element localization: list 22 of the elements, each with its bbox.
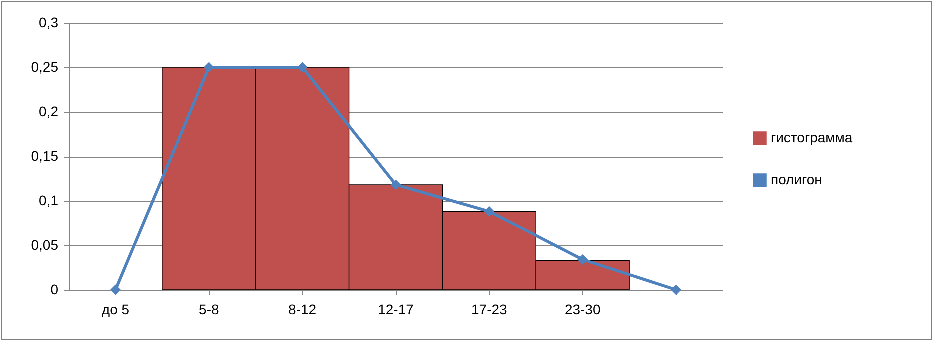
y-tick-label: 0,1 — [39, 192, 59, 208]
x-tick-label: 8-12 — [288, 302, 317, 318]
point — [204, 62, 214, 73]
point — [484, 206, 495, 217]
x-tick-label: 12-17 — [378, 302, 414, 318]
point — [578, 254, 588, 265]
y-tick-label: 0,05 — [31, 237, 59, 253]
x-tick-label: 5-8 — [199, 302, 220, 318]
y-tick-label: 0,2 — [39, 104, 59, 120]
y-tick-label: 0,15 — [31, 148, 59, 164]
x-tick-label: 17-23 — [472, 302, 508, 318]
legend-label: гистограмма — [771, 130, 853, 146]
point — [671, 284, 682, 296]
y-tick-label: 0 — [50, 282, 59, 298]
point — [297, 62, 308, 73]
x-tick-label: 23-30 — [564, 302, 601, 318]
y-tick-label: 0,3 — [39, 14, 59, 30]
y-tick-label: 0,25 — [31, 59, 59, 75]
point — [110, 284, 121, 296]
x-tick-label: до 5 — [102, 302, 130, 318]
point — [390, 180, 402, 190]
legend-label: полигон — [771, 172, 822, 188]
